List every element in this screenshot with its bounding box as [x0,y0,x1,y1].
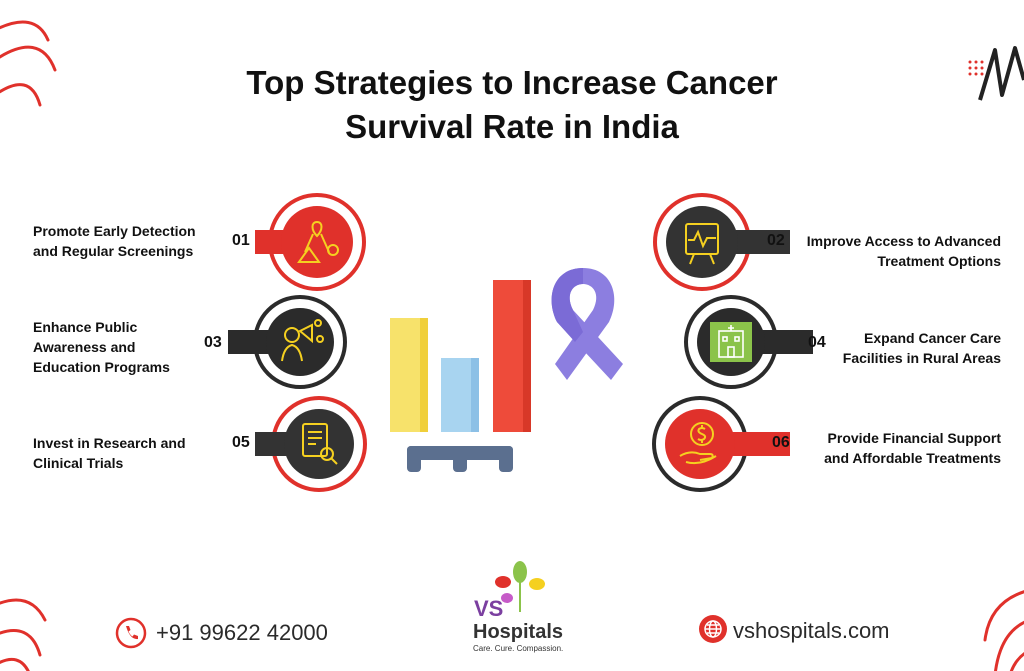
logo-name: Hospitals [473,621,564,643]
strategy-05-text: Invest in Research and Clinical Trials [33,435,186,471]
strategy-02-badge [653,193,790,291]
strategy-03-text: Enhance Public Awareness and Education Pro… [33,319,170,375]
website-link[interactable]: vshospitals.com [733,618,890,643]
globe-icon [699,615,727,643]
strategy-02-number: 02 [767,232,785,249]
dollar-hand-icon [679,422,717,465]
corner-scribble-top-right [968,46,1024,101]
phone-number-link[interactable]: +91 99622 42000 [156,620,328,645]
strategy-03-badge [228,295,347,389]
strategy-05-number: 05 [232,434,250,451]
megaphone-icon [281,319,324,362]
logo-tagline: Care. Cure. Compassion. [473,644,564,653]
strategy-06-number: 06 [772,434,790,451]
strategy-01-badge [255,193,366,291]
strategy-04-badge [684,295,813,389]
awareness-ribbon-icon [297,220,339,263]
page-title-line-1: Top Strategies to Increase Cancer [246,64,778,101]
research-document-icon [302,423,338,465]
strategy-01-text: Promote Early Detection and Regular Scree… [33,223,196,259]
corner-scribble-bottom-right [983,590,1024,671]
logo-flower-icon [495,561,545,612]
phone-icon [115,617,147,649]
strategy-05-badge [255,396,367,492]
strategy-02-text: Improve Access to Advanced Treatment Opti… [806,233,1001,269]
awareness-ribbon-icon [551,268,623,380]
strategy-06-badge [652,396,790,492]
hospital-building-icon [718,325,744,358]
strategy-03-number: 03 [204,334,222,351]
logo-initials: VS [474,596,504,621]
strategy-04-text: Expand Cancer Care Facilities in Rural Ar… [842,330,1001,366]
center-bars-graphic [390,268,623,472]
strategy-04-number: 04 [808,334,826,351]
corner-scribble-bottom-left [0,598,47,671]
bar-base [407,446,513,472]
strategy-06-text: Provide Financial Support and Affordable … [824,430,1001,466]
strategy-01-number: 01 [232,232,250,249]
medical-monitor-icon [685,223,719,265]
page-title-line-2: Survival Rate in India [345,108,679,145]
corner-scribble-top-left [0,20,57,107]
